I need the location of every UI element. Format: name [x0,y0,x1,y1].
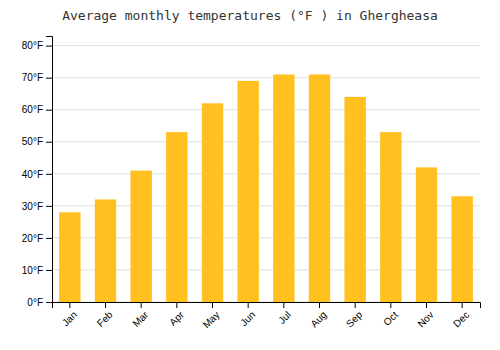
x-axis: Jan Feb Mar Apr May Jun Jul Aug Sep Oct Nov Dec [53,302,481,330]
y-tick-label: 30°F [22,201,43,212]
x-tick-mark [141,302,142,308]
y-tick: 40°F [22,169,52,180]
y-tick-mark [46,270,52,271]
y-tick-mark [46,78,52,79]
x-tick-mark [176,302,177,308]
x-tick: Sep [344,302,365,329]
x-tick: May [201,302,222,330]
title: Average monthly temperatures (°F ) in Gh… [62,8,438,23]
bars [59,74,473,302]
x-tick-mark [462,302,463,308]
grid-line [52,141,480,142]
x-tick-label: Sep [344,309,365,330]
y-tick-mark [46,302,52,303]
bar [237,81,258,302]
x-tick-mark [390,302,391,308]
x-tick-label: Oct [381,309,400,328]
x-tick-label: Aug [308,309,328,329]
x-tick-mark [248,302,249,308]
y-tick-label: 10°F [22,265,43,276]
y-tick-mark [46,206,52,207]
bar [344,97,365,302]
grid-line [52,109,480,110]
y-tick: 30°F [22,201,52,212]
bar [451,196,472,302]
y-tick: 50°F [22,136,52,147]
bar [309,74,330,302]
x-tick-mark [105,302,106,308]
axis-line [53,303,481,309]
y-axis: 0°F 10°F 20°F 30°F 40°F 50°F 60°F 70°F 80°F [22,37,53,308]
y-tick-mark [46,142,52,143]
x-tick-label: Feb [95,309,115,329]
bar [380,132,401,302]
y-tick-label: 40°F [22,169,43,180]
grid-line [52,77,480,78]
y-tick: 20°F [22,233,52,244]
y-tick: 60°F [22,104,52,115]
y-tick: 70°F [22,72,52,83]
y-tick-mark [46,174,52,175]
x-tick-mark [69,302,70,308]
y-tick: 10°F [22,265,52,276]
y-tick-label: 50°F [22,136,43,147]
grid [52,46,480,302]
x-tick: Apr [167,302,186,328]
bar [416,167,437,302]
y-tick-mark [46,110,52,111]
bar [273,74,294,302]
bar [95,199,116,302]
x-tick: Aug [308,302,328,329]
bar [130,171,151,302]
x-tick: Nov [415,302,435,329]
y-tick-label: 0°F [27,297,43,308]
x-tick: Jun [238,302,257,328]
x-tick: Dec [451,302,471,329]
x-tick: Mar [130,302,150,329]
x-tick-mark [355,302,356,308]
x-tick: Jan [60,302,79,328]
chart: Jan Feb Mar Apr May Jun Jul Aug Sep Oct Nov Dec 0°F 1… [0,0,500,350]
x-tick: Jul [276,302,293,326]
x-tick-mark [319,302,320,308]
x-tick: Feb [95,302,115,329]
x-tick-label: Jul [276,309,293,326]
x-tick-label: Jan [60,309,79,328]
x-tick-label: Mar [130,309,150,329]
axis-line [46,37,53,303]
x-tick-mark [283,302,284,308]
bar [166,132,187,302]
y-tick-label: 20°F [22,233,43,244]
x-tick-label: Nov [415,309,435,329]
y-tick-label: 60°F [22,104,43,115]
x-tick-label: Apr [167,309,186,328]
y-tick: 80°F [22,40,52,51]
y-tick: 0°F [27,297,52,308]
y-tick-mark [46,46,52,47]
y-tick-mark [46,238,52,239]
x-tick-label: Jun [238,309,257,328]
x-tick-label: May [201,309,222,330]
x-tick-mark [212,302,213,308]
x-tick-mark [426,302,427,308]
x-tick-label: Dec [451,309,471,329]
bar [202,103,223,302]
bar [59,212,80,302]
plot: Jan Feb Mar Apr May Jun Jul Aug Sep Oct Nov Dec 0°F 1… [22,37,481,331]
grid-line [52,45,480,46]
y-tick-label: 70°F [22,72,43,83]
y-tick-label: 80°F [22,40,43,51]
x-tick: Oct [381,302,400,328]
